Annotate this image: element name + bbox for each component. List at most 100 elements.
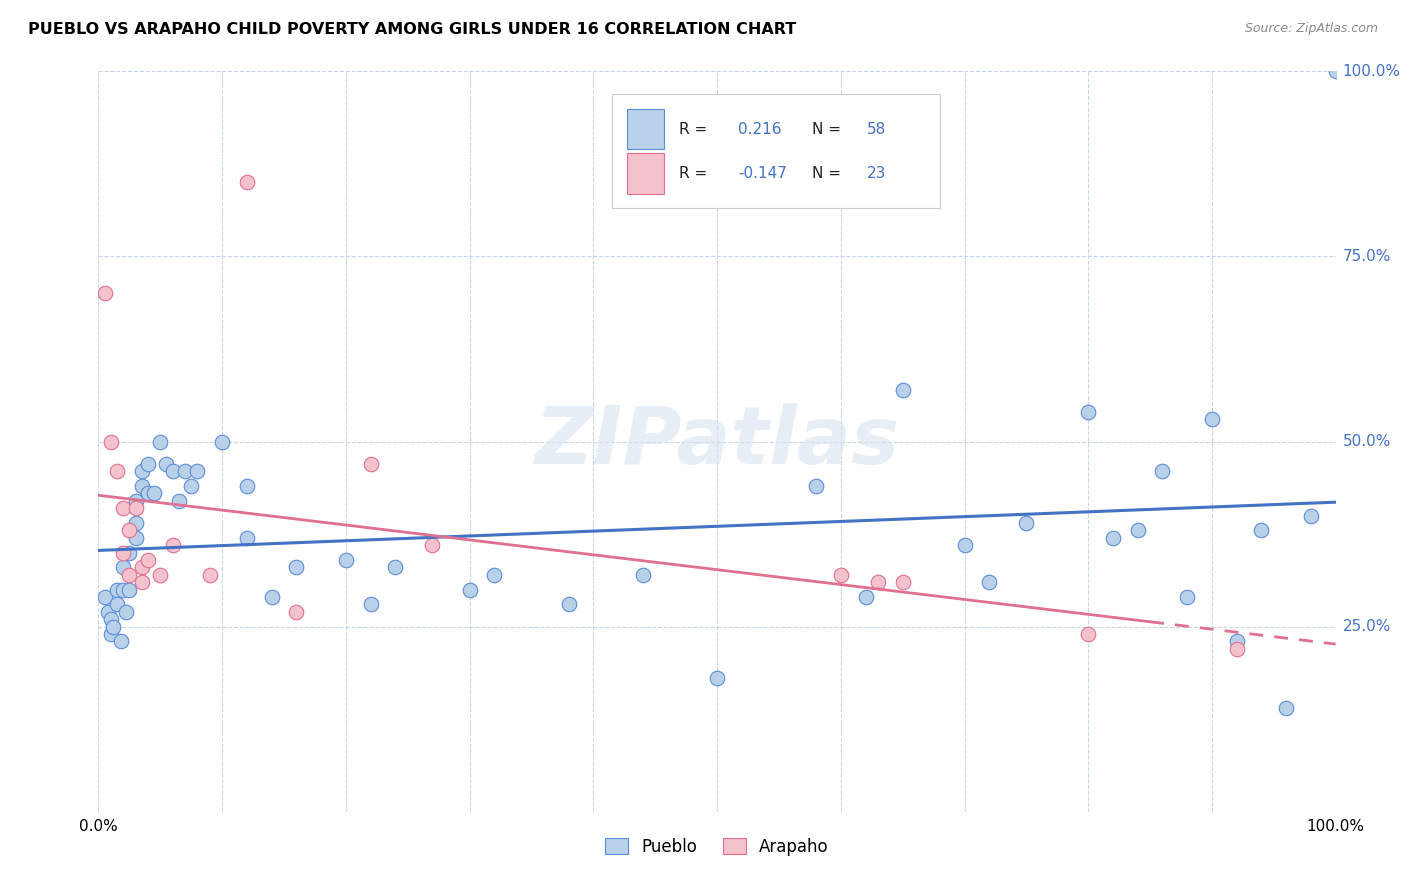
Text: R =: R =	[679, 166, 711, 181]
Point	[1102, 531, 1125, 545]
Point	[131, 575, 153, 590]
Point	[260, 590, 283, 604]
Point	[211, 434, 233, 449]
Point	[100, 434, 122, 449]
Point	[1077, 627, 1099, 641]
Point	[186, 464, 208, 478]
Point	[180, 479, 202, 493]
Point	[384, 560, 406, 574]
Point	[422, 538, 444, 552]
Text: 58: 58	[866, 121, 886, 136]
Bar	[627, 153, 664, 194]
Point	[162, 538, 184, 552]
Point	[114, 605, 136, 619]
Point	[110, 634, 132, 648]
Point	[804, 479, 827, 493]
Point	[236, 175, 259, 190]
Text: N =: N =	[813, 121, 846, 136]
Point	[136, 486, 159, 500]
Point	[866, 575, 889, 590]
Text: 50.0%: 50.0%	[1343, 434, 1391, 449]
Point	[458, 582, 481, 597]
Point	[118, 546, 141, 560]
Point	[100, 612, 122, 626]
Point	[136, 553, 159, 567]
Point	[124, 501, 146, 516]
Point	[105, 464, 128, 478]
Point	[103, 619, 125, 633]
Point	[1275, 701, 1298, 715]
Legend: Pueblo, Arapaho: Pueblo, Arapaho	[599, 831, 835, 863]
Point	[149, 434, 172, 449]
Point	[1126, 524, 1149, 538]
Point	[124, 531, 146, 545]
Point	[891, 383, 914, 397]
Point	[236, 479, 259, 493]
Point	[484, 567, 506, 582]
Point	[118, 582, 141, 597]
Point	[105, 598, 128, 612]
Point	[155, 457, 177, 471]
Text: PUEBLO VS ARAPAHO CHILD POVERTY AMONG GIRLS UNDER 16 CORRELATION CHART: PUEBLO VS ARAPAHO CHILD POVERTY AMONG GI…	[28, 22, 796, 37]
Point	[1201, 412, 1223, 426]
Point	[855, 590, 877, 604]
Text: 100.0%: 100.0%	[1343, 64, 1400, 78]
Point	[162, 464, 184, 478]
Text: 0.216: 0.216	[738, 121, 782, 136]
Point	[118, 524, 141, 538]
Point	[131, 464, 153, 478]
Text: 25.0%: 25.0%	[1343, 619, 1391, 634]
Point	[1015, 516, 1038, 530]
Point	[124, 493, 146, 508]
Point	[1250, 524, 1272, 538]
Point	[1226, 641, 1249, 656]
Point	[100, 627, 122, 641]
Text: N =: N =	[813, 166, 846, 181]
Point	[105, 582, 128, 597]
Point	[136, 457, 159, 471]
Point	[1077, 405, 1099, 419]
Point	[1152, 464, 1174, 478]
Point	[360, 457, 382, 471]
Point	[131, 479, 153, 493]
Point	[93, 286, 115, 301]
Point	[1299, 508, 1322, 523]
Point	[124, 516, 146, 530]
Point	[112, 582, 135, 597]
Point	[891, 575, 914, 590]
Point	[285, 560, 308, 574]
Point	[112, 501, 135, 516]
Point	[93, 590, 115, 604]
Point	[631, 567, 654, 582]
Text: 75.0%: 75.0%	[1343, 249, 1391, 264]
Point	[149, 567, 172, 582]
Point	[1226, 634, 1249, 648]
Text: -0.147: -0.147	[738, 166, 787, 181]
Point	[97, 605, 120, 619]
Text: 23: 23	[866, 166, 886, 181]
Point	[167, 493, 190, 508]
FancyBboxPatch shape	[612, 94, 939, 209]
Point	[198, 567, 221, 582]
Point	[979, 575, 1001, 590]
Text: ZIPatlas: ZIPatlas	[534, 402, 900, 481]
Text: Source: ZipAtlas.com: Source: ZipAtlas.com	[1244, 22, 1378, 36]
Point	[112, 560, 135, 574]
Point	[285, 605, 308, 619]
Point	[706, 672, 728, 686]
Point	[1324, 64, 1347, 78]
Point	[143, 486, 166, 500]
Point	[360, 598, 382, 612]
Point	[335, 553, 357, 567]
Point	[953, 538, 976, 552]
Point	[131, 560, 153, 574]
Point	[236, 531, 259, 545]
Point	[174, 464, 197, 478]
Point	[112, 546, 135, 560]
Point	[557, 598, 579, 612]
Point	[1175, 590, 1198, 604]
Point	[830, 567, 852, 582]
Text: R =: R =	[679, 121, 711, 136]
Point	[118, 567, 141, 582]
Bar	[627, 109, 664, 150]
